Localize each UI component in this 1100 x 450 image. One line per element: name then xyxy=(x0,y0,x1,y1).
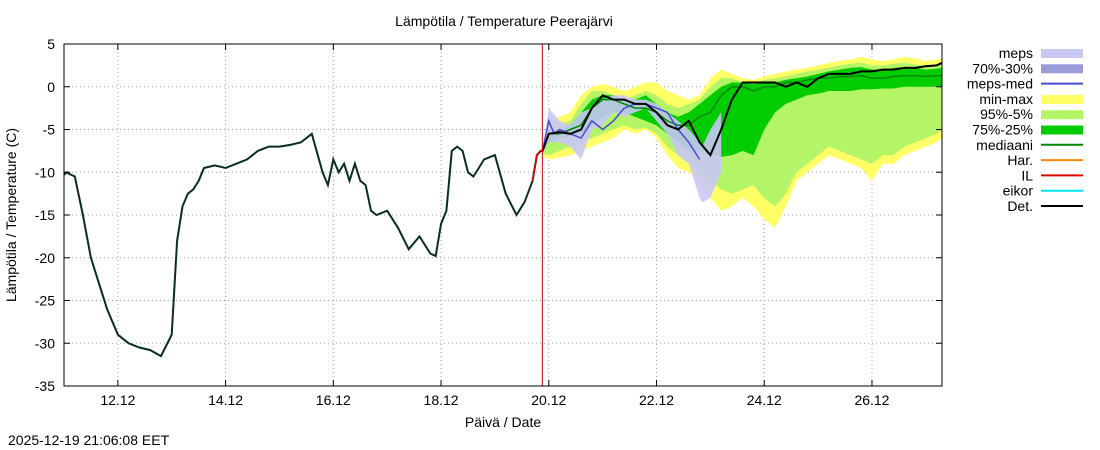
x-tick-label: 16.12 xyxy=(316,392,351,408)
x-tick-label: 24.12 xyxy=(747,392,782,408)
legend-label-min-max: min-max xyxy=(979,91,1033,107)
legend: meps70%-30%meps-medmin-max95%-5%75%-25%m… xyxy=(967,45,1083,214)
y-axis-label: Lämpötila / Temperature (C) xyxy=(3,128,19,302)
legend-label-har: Har. xyxy=(1007,152,1033,168)
x-tick-label: 26.12 xyxy=(854,392,889,408)
plot-area: -35 -30 -25 -20 -15 -10 -5 0 5 12.12 14.12 16.12 18.… xyxy=(35,36,943,408)
legend-swatch-meps xyxy=(1041,49,1083,58)
legend-label-mediaani: mediaani xyxy=(976,137,1033,153)
legend-label-75-25: 75%-25% xyxy=(972,122,1033,138)
y-tick-label: -25 xyxy=(35,293,55,309)
y-tick-label: -35 xyxy=(35,378,55,394)
x-tick-label: 12.12 xyxy=(100,392,135,408)
x-tick-label: 20.12 xyxy=(531,392,566,408)
legend-label-eikor: eikor xyxy=(1003,183,1034,199)
x-tick-label: 18.12 xyxy=(424,392,459,408)
y-tick-label: -5 xyxy=(43,122,56,138)
legend-label-meps-med: meps-med xyxy=(967,76,1033,92)
meps-band xyxy=(542,95,722,203)
x-tick-label: 22.12 xyxy=(639,392,674,408)
mediaani-line xyxy=(541,74,942,152)
y-tick-label: 5 xyxy=(47,36,55,52)
legend-swatch-70-30 xyxy=(1041,64,1083,74)
75-25-band xyxy=(542,67,942,157)
y-tick-label: -20 xyxy=(35,250,55,266)
x-tick-label: 14.12 xyxy=(208,392,243,408)
x-axis-label: Päivä / Date xyxy=(465,414,541,430)
observed-line xyxy=(63,132,544,358)
timestamp: 2025-12-19 21:06:08 EET xyxy=(8,432,170,448)
y-tick-label: -30 xyxy=(35,335,55,351)
meps-med-line xyxy=(541,103,701,160)
legend-label-det: Det. xyxy=(1007,198,1033,214)
legend-swatch-75-25 xyxy=(1041,125,1083,135)
legend-swatch-min-max xyxy=(1041,94,1083,104)
y-tick-label: -15 xyxy=(35,207,55,223)
y-tick-label: 0 xyxy=(47,79,55,95)
legend-label-70-30: 70%-30% xyxy=(972,60,1033,76)
legend-swatch-95-5 xyxy=(1041,110,1083,120)
chart-title: Lämpötila / Temperature Peerajärvi xyxy=(395,13,613,29)
legend-label-meps: meps xyxy=(999,45,1033,61)
det-line xyxy=(541,61,943,157)
legend-label-il: IL xyxy=(1021,167,1033,183)
y-tick-label: -10 xyxy=(35,164,55,180)
legend-label-95-5: 95%-5% xyxy=(980,106,1033,122)
